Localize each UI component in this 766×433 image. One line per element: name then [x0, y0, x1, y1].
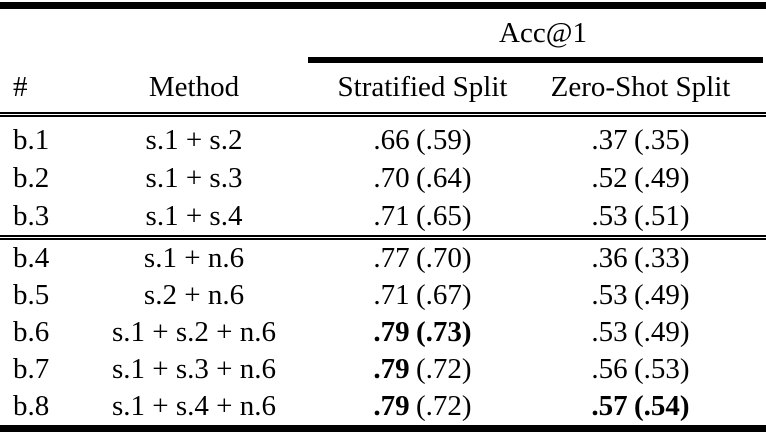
row-id: b.8: [13, 390, 50, 422]
zeroshot-cell: .53 (.49): [515, 314, 766, 351]
zeroshot-cell: .52 (.49): [515, 159, 766, 197]
zeroshot-cell: .53 (.51): [515, 197, 766, 235]
zeroshot-main-value: .52: [591, 162, 628, 194]
zeroshot-main-value: .53: [591, 279, 628, 311]
stratified-cell: .79 (.72): [330, 351, 515, 388]
row-id: b.3: [13, 200, 50, 232]
zeroshot-main-value: .37: [591, 124, 628, 156]
method-cell: s.1 + s.3 + n.6: [111, 353, 277, 385]
zeroshot-main-value: .53: [591, 316, 628, 348]
stratified-main-value: .66: [373, 124, 410, 156]
table-row: b.4 s.1 + n.6 .77 (.70) .36 (.33): [0, 240, 766, 277]
stratified-paren-value: (.70): [416, 242, 472, 274]
row-id: b.6: [13, 316, 50, 348]
stratified-main-value: .79: [373, 353, 410, 385]
table-row: b.6 s.1 + s.2 + n.6 .79 (.73) .53 (.49): [0, 314, 766, 351]
zeroshot-main-value: .36: [591, 242, 628, 274]
stratified-cell: .66 (.59): [330, 121, 515, 159]
method-cell: s.1 + s.2 + n.6: [111, 316, 277, 348]
stratified-paren-value: (.67): [416, 279, 472, 311]
method-cell: s.1 + n.6: [143, 242, 245, 274]
stratified-cell: .79 (.72): [330, 388, 515, 425]
col-header-stratified: Stratified Split: [337, 71, 508, 103]
row-id: b.4: [13, 242, 50, 274]
stratified-cell: .70 (.64): [330, 159, 515, 197]
stratified-main-value: .79: [373, 390, 410, 422]
header-rule: [0, 112, 766, 117]
table-row: b.1 s.1 + s.2 .66 (.59) .37 (.35): [0, 121, 766, 159]
zeroshot-paren-value: (.51): [634, 200, 690, 232]
method-cell: s.1 + s.4: [145, 200, 243, 232]
stratified-paren-value: (.59): [416, 124, 472, 156]
stratified-paren-value: (.73): [416, 316, 472, 348]
method-cell: s.1 + s.3: [145, 162, 243, 194]
group-separator-rule: [0, 235, 766, 240]
stratified-main-value: .71: [373, 279, 410, 311]
zeroshot-cell: .53 (.49): [515, 277, 766, 314]
method-cell: s.1 + s.4 + n.6: [111, 390, 277, 422]
top-rule: [0, 2, 766, 9]
row-id: b.7: [13, 353, 50, 385]
stratified-main-value: .71: [373, 200, 410, 232]
table-row: b.7 s.1 + s.3 + n.6 .79 (.72) .56 (.53): [0, 351, 766, 388]
bottom-rule: [0, 425, 766, 432]
zeroshot-main-value: .56: [591, 353, 628, 385]
col-header-num: #: [13, 71, 28, 103]
zeroshot-cell: .37 (.35): [515, 121, 766, 159]
stratified-paren-value: (.72): [416, 390, 472, 422]
table-row: b.2 s.1 + s.3 .70 (.64) .52 (.49): [0, 159, 766, 197]
stratified-paren-value: (.64): [416, 162, 472, 194]
column-header-row: # Method Stratified Split Zero-Shot Spli…: [0, 63, 766, 112]
acc-span-rule: [308, 57, 763, 63]
zeroshot-cell: .36 (.33): [515, 240, 766, 277]
stratified-paren-value: (.65): [416, 200, 472, 232]
zeroshot-paren-value: (.35): [634, 124, 690, 156]
zeroshot-main-value: .57: [591, 390, 628, 422]
row-group-baselines: b.1 s.1 + s.2 .66 (.59) .37 (.35) b.2 s.1 …: [0, 117, 766, 235]
span-header-row: Acc@1: [0, 9, 766, 57]
zeroshot-cell: .56 (.53): [515, 351, 766, 388]
zeroshot-paren-value: (.33): [634, 242, 690, 274]
zeroshot-paren-value: (.49): [634, 316, 690, 348]
stratified-main-value: .77: [373, 242, 410, 274]
zeroshot-paren-value: (.53): [634, 353, 690, 385]
zeroshot-cell: .57 (.54): [515, 388, 766, 425]
stratified-cell: .79 (.73): [330, 314, 515, 351]
row-id: b.5: [13, 279, 50, 311]
stratified-cell: .77 (.70): [330, 240, 515, 277]
stratified-main-value: .79: [373, 316, 410, 348]
method-cell: s.2 + n.6: [143, 279, 245, 311]
row-id: b.2: [13, 162, 50, 194]
stratified-cell: .71 (.65): [330, 197, 515, 235]
zeroshot-paren-value: (.49): [634, 279, 690, 311]
col-header-method: Method: [148, 71, 240, 103]
table-row: b.8 s.1 + s.4 + n.6 .79 (.72) .57 (.54): [0, 388, 766, 425]
table-row: b.3 s.1 + s.4 .71 (.65) .53 (.51): [0, 197, 766, 235]
row-id: b.1: [13, 124, 50, 156]
stratified-paren-value: (.72): [416, 353, 472, 385]
method-cell: s.1 + s.2: [145, 124, 243, 156]
zeroshot-paren-value: (.49): [634, 162, 690, 194]
table-row: b.5 s.2 + n.6 .71 (.67) .53 (.49): [0, 277, 766, 314]
stratified-cell: .71 (.67): [330, 277, 515, 314]
row-group-with-n6: b.4 s.1 + n.6 .77 (.70) .36 (.33) b.5 s.2 …: [0, 240, 766, 425]
col-header-zeroshot: Zero-Shot Split: [550, 71, 731, 103]
zeroshot-main-value: .53: [591, 200, 628, 232]
zeroshot-paren-value: (.54): [634, 390, 690, 422]
acc-at-1-header: Acc@1: [499, 17, 587, 49]
stratified-main-value: .70: [373, 162, 410, 194]
